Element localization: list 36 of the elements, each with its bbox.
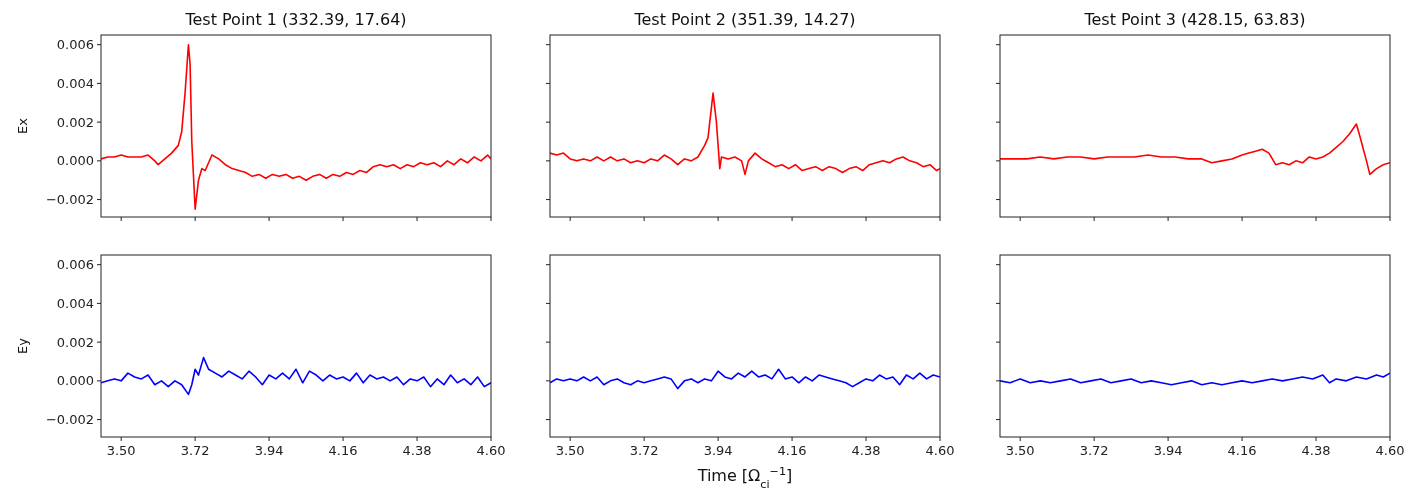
y-tick-label: −0.002 — [45, 412, 94, 428]
x-tick-label: 4.16 — [328, 443, 358, 458]
x-tick-label: 4.16 — [777, 443, 807, 458]
x-tick-label: 4.60 — [476, 443, 506, 458]
x-tick-label: 3.94 — [1153, 443, 1183, 458]
chart-title: Test Point 2 (351.39, 14.27) — [633, 10, 856, 29]
x-tick-label: 3.50 — [1005, 443, 1035, 458]
y-tick-label: 0.006 — [56, 257, 94, 273]
y-axis-title: Ex — [15, 117, 30, 134]
x-tick-label: 3.50 — [555, 443, 585, 458]
line-series — [101, 43, 491, 211]
y-tick-label: 0.000 — [56, 373, 94, 389]
y-tick-label: −0.002 — [45, 192, 94, 208]
chart-title: Test Point 1 (332.39, 17.64) — [184, 10, 407, 29]
x-tick-label: 4.38 — [851, 443, 881, 458]
x-tick-label: 4.60 — [925, 443, 955, 458]
x-tick-label: 4.38 — [1301, 443, 1331, 458]
x-tick-label: 4.38 — [402, 443, 432, 458]
x-axis-title: Time [Ω$_{ci}$$^{−1}$] — [696, 464, 793, 491]
x-tick-label: 4.16 — [1227, 443, 1257, 458]
y-tick-label: 0.000 — [56, 153, 94, 169]
y-tick-label: 0.004 — [56, 295, 94, 311]
y-tick-label: 0.004 — [56, 75, 94, 91]
y-tick-label: 0.006 — [56, 37, 94, 53]
x-tick-label: 3.94 — [254, 443, 284, 458]
line-series — [101, 356, 491, 396]
x-tick-label: 3.72 — [1079, 443, 1109, 458]
x-tick-label: 3.72 — [629, 443, 659, 458]
x-tick-label: 3.72 — [180, 443, 210, 458]
y-tick-label: 0.002 — [56, 114, 94, 130]
x-tick-label: 3.94 — [703, 443, 733, 458]
y-tick-label: 0.002 — [56, 334, 94, 350]
x-tick-label: 3.50 — [106, 443, 136, 458]
x-tick-label: 4.60 — [1375, 443, 1405, 458]
chart-title: Test Point 3 (428.15, 63.83) — [1083, 10, 1306, 29]
y-axis-title: Ey — [15, 337, 30, 354]
